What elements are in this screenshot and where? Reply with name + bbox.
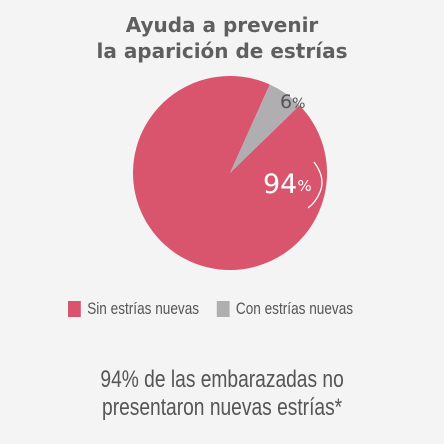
legend-item-con-estrias: Con estrías nuevas	[216, 299, 354, 319]
legend-label-sin-estrias: Sin estrías nuevas	[87, 299, 200, 318]
legend-label-con-estrias: Con estrías nuevas	[235, 299, 354, 318]
slice-label-outline	[307, 161, 323, 209]
legend-swatch-sin-estrias	[68, 301, 81, 317]
legend-item-sin-estrias: Sin estrías nuevas	[68, 299, 199, 319]
pie-slice-1	[230, 84, 300, 173]
chart-title-line-1: Ayuda a prevenir	[125, 13, 319, 37]
caption-text-1: 94% de las embarazadas no	[100, 366, 344, 393]
slice-label-group-0: 94%	[263, 161, 323, 209]
slice-label-0: 94%	[263, 169, 312, 200]
legend-swatch-con-estrias	[216, 301, 230, 317]
legend: Sin estrías nuevas Con estrías nuevas	[68, 297, 353, 321]
caption-line-1: 94% de las embarazadas no	[0, 366, 444, 394]
chart-title-line-2: la aparición de estrías	[96, 39, 348, 63]
caption-text-2: presentaron nuevas estrías*	[101, 394, 343, 421]
pie-chart: 94% 6%	[133, 75, 328, 270]
caption-line-2: presentaron nuevas estrías*	[0, 394, 444, 422]
pie-slice-0	[133, 75, 328, 270]
slice-label-1: 6%	[280, 91, 305, 113]
